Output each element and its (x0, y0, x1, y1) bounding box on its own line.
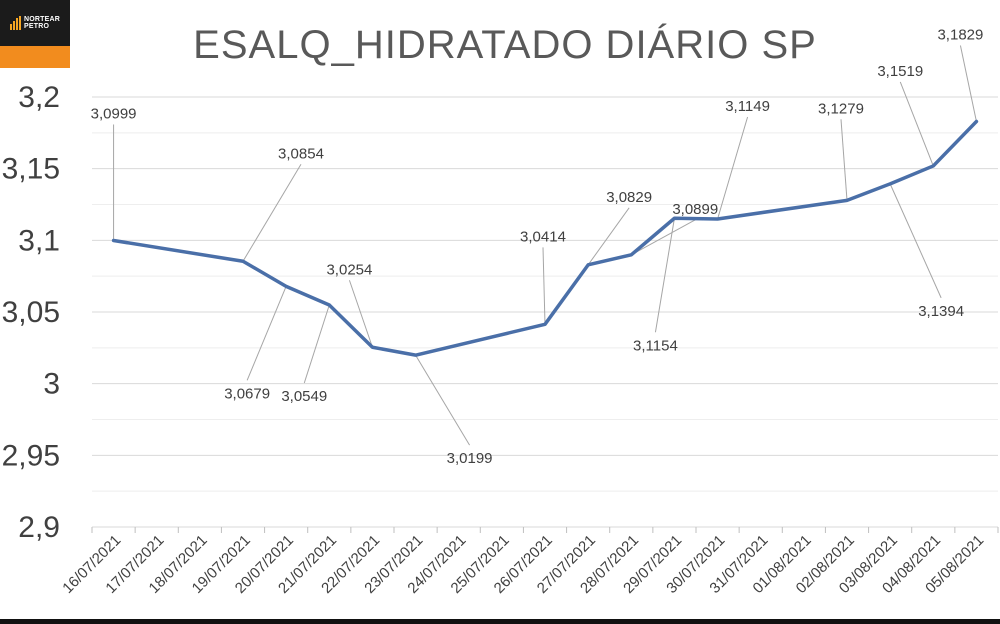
leader-line (242, 164, 302, 262)
y-tick-label: 3,1 (18, 224, 60, 257)
y-axis-ticks: 2,9 2,95 3 3,05 3,1 3,15 3,2 (2, 81, 60, 544)
data-label: 3,0679 (224, 385, 270, 402)
leader-line (654, 218, 675, 333)
gridlines (92, 96, 998, 528)
x-axis-ticks: 16/07/202117/07/202118/07/202119/07/2021… (59, 527, 999, 597)
data-label: 3,1149 (725, 98, 770, 115)
leader-line (899, 81, 934, 167)
y-tick-label: 3,15 (2, 153, 60, 186)
data-label: 3,0414 (520, 228, 566, 245)
series (111, 119, 979, 357)
bar-chart-icon (9, 16, 21, 30)
data-label: 3,1519 (877, 63, 923, 80)
data-label: 3,1154 (633, 337, 678, 354)
data-label: 3,0899 (672, 201, 718, 218)
bottom-bar (0, 619, 1000, 624)
brand-logo: NORTEAR PETRO (0, 0, 70, 68)
data-label: 3,0829 (606, 189, 652, 206)
leader-line (587, 207, 630, 266)
leader-line (542, 247, 546, 325)
data-label: 3,0854 (278, 145, 324, 162)
brand-logo-badge: NORTEAR PETRO (0, 0, 70, 46)
data-labels: 3,0999 3,0854 3,0679 3,0549 3,0254 3,0199 3,04… (91, 27, 984, 468)
leader-line (717, 116, 749, 220)
data-label-leaders (113, 45, 977, 446)
y-tick-label: 3,05 (2, 296, 60, 329)
brand-logo-line1: NORTEAR (23, 16, 60, 23)
leader-line (348, 280, 373, 348)
y-tick-label: 3 (43, 368, 60, 401)
data-label: 3,1394 (918, 303, 964, 320)
y-tick-label: 2,9 (18, 511, 60, 544)
series-line (111, 119, 979, 357)
brand-logo-line2: PETRO (23, 23, 50, 30)
data-label: 3,1829 (937, 27, 983, 44)
leader-line (840, 119, 848, 201)
leader-line (246, 286, 287, 381)
leader-line (415, 354, 471, 446)
y-tick-label: 2,95 (2, 439, 60, 472)
y-tick-label: 3,2 (18, 81, 60, 114)
leader-line (889, 183, 942, 299)
leader-line (303, 304, 330, 384)
data-label: 3,1279 (818, 100, 864, 117)
leader-line (631, 219, 696, 256)
brand-logo-text: NORTEAR PETRO (24, 16, 60, 30)
data-label: 3,0549 (281, 388, 327, 405)
chart-title: ESALQ_HIDRATADO DIÁRIO SP (193, 22, 817, 67)
data-label: 3,0199 (447, 450, 493, 467)
data-label: 3,0999 (91, 105, 137, 122)
leader-line (959, 45, 977, 122)
data-label: 3,0254 (326, 261, 372, 278)
